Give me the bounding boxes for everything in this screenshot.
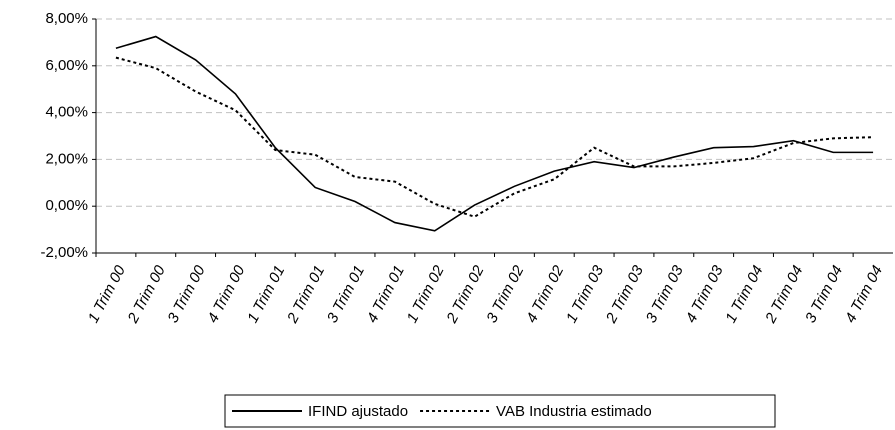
y-tick-label: 0,00% [45,197,88,214]
legend-box [224,394,776,428]
x-tick-label: 4 Trim 00 [204,262,249,326]
x-tick-label: 1 Trim 01 [244,263,288,326]
legend: IFIND ajustado VAB Industria estimado [224,394,776,428]
x-tick-label: 4 Trim 04 [842,263,886,326]
x-tick-label: 3 Trim 03 [643,262,688,326]
x-tick-label: 1 Trim 02 [404,262,449,326]
x-tick-label: 3 Trim 01 [324,263,368,326]
y-tick-label: -2,00% [40,244,88,261]
y-tick-label: 4,00% [45,104,88,121]
x-tick-label: 2 Trim 04 [762,263,807,327]
y-tick-label: 6,00% [45,57,88,74]
y-tick-label: 8,00% [45,10,88,27]
x-tick-label: 3 Trim 00 [164,262,209,326]
x-tick-label: 1 Trim 04 [722,263,766,326]
series-line [115,56,874,218]
x-tick-label: 4 Trim 02 [523,262,568,326]
x-tick-label: 2 Trim 00 [124,262,169,326]
x-tick-label: 1 Trim 03 [563,262,608,326]
x-tick-label: 1 Trim 00 [85,262,130,326]
series-line [115,35,874,232]
x-tick-label: 2 Trim 02 [443,262,488,326]
legend-label: IFIND ajustado [308,403,408,420]
x-tick-label: 2 Trim 03 [602,262,647,326]
x-tick-label: 2 Trim 01 [284,263,329,327]
x-tick-label: 3 Trim 04 [802,263,846,326]
y-tick-label: 2,00% [45,150,88,167]
x-tick-label: 3 Trim 02 [483,262,528,326]
legend-label: VAB Industria estimado [496,403,652,420]
x-tick-label: 4 Trim 03 [682,262,727,326]
x-tick-label: 4 Trim 01 [364,263,408,326]
